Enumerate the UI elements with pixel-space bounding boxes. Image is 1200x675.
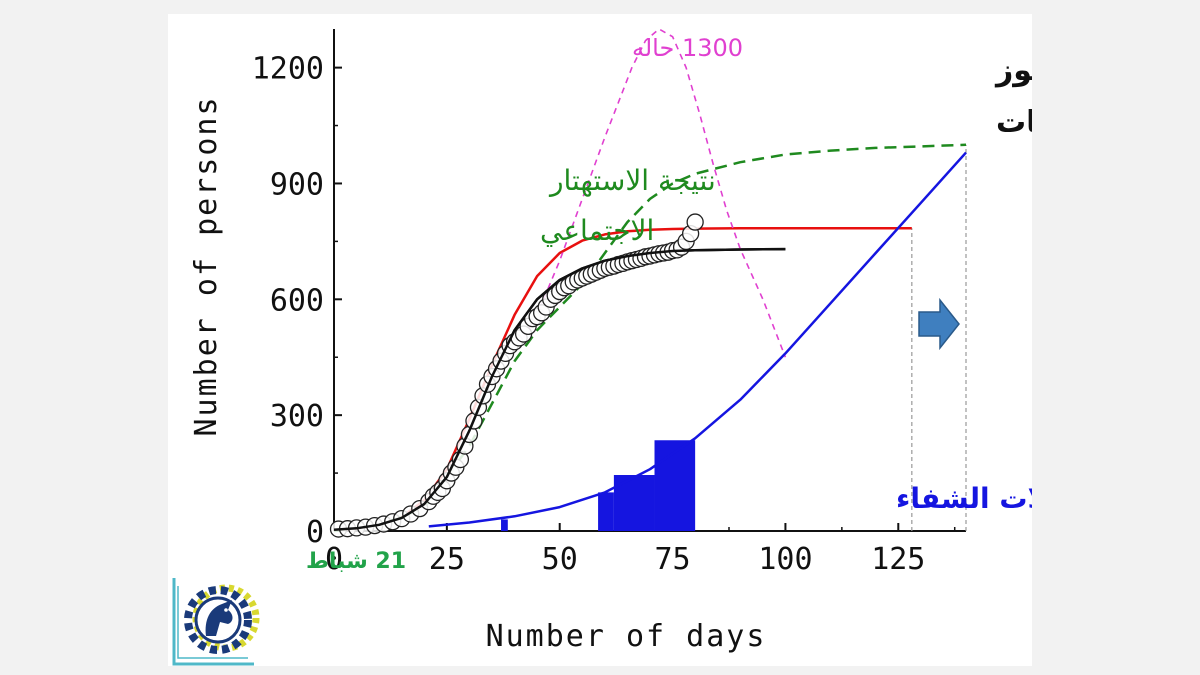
y-axis-title: Number of persons: [189, 95, 224, 436]
x-tick-label: 75: [655, 542, 691, 577]
y-tick-label: 300: [270, 399, 324, 434]
reference-lines: [911, 144, 967, 531]
green-dashed-line: [333, 143, 967, 533]
x-tick-label: 25: [429, 542, 465, 577]
blue-recovery-line: [428, 151, 967, 528]
zero-date-label: 20 تموز: [994, 53, 1032, 88]
x-tick-label: 50: [542, 542, 578, 577]
axes: 0 25 50 75 100 125 0 300 600 900 1200: [252, 29, 966, 577]
chart-card: 0 25 50 75 100 125 0 300 600 900 1200 Number of da…: [168, 14, 1032, 666]
infection-chart: 0 25 50 75 100 125 0 300 600 900 1200 Number of da…: [172, 28, 1032, 666]
recovery-bars: [501, 440, 696, 531]
y-tick-label: 0: [306, 515, 324, 550]
gear-horse-logo-icon: [172, 578, 260, 666]
right-arrow-icon: [918, 297, 960, 351]
data-point: [686, 213, 704, 231]
recovery-bar: [654, 440, 696, 531]
green-label-line2: الاجتماعي: [540, 214, 654, 247]
data-points: [329, 213, 704, 538]
x-tick-label: 125: [871, 542, 925, 577]
recovered-label: حالات الشفاء: [896, 482, 1032, 515]
recovery-bar: [501, 519, 508, 531]
recovery-bar: [598, 492, 614, 531]
y-tick-label: 900: [270, 167, 324, 202]
x-tick-label: 0: [325, 542, 343, 577]
y-tick-label: 1200: [252, 52, 324, 87]
x-axis-title: Number of days: [486, 619, 767, 654]
green-label-line1: نتيجة الاستهتار: [548, 164, 716, 197]
magenta-dashed-line: [522, 28, 787, 358]
start-date-label: 21 شباط: [306, 549, 406, 574]
black-fit-line-overlay: [333, 247, 786, 532]
peak-label: 1300 حاله: [632, 34, 743, 62]
x-tick-label: 100: [758, 542, 812, 577]
series-lines: [333, 28, 967, 533]
zero-cases-label: صفر اصابات: [996, 105, 1032, 140]
y-tick-label: 600: [270, 283, 324, 318]
